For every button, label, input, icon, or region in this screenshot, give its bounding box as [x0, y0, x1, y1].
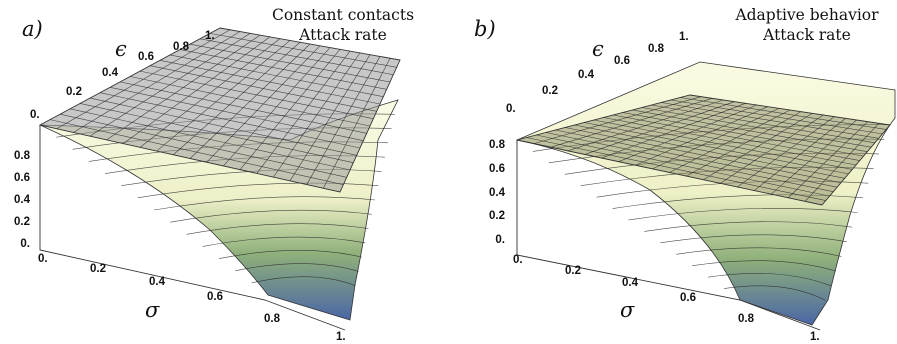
panel-a-plane-gridline [289, 54, 371, 181]
panel-a-plane-grid [49, 29, 397, 189]
panel-a-x-tick: 1. [336, 331, 346, 343]
panel-a-plane-gridline [323, 58, 391, 189]
panel-b-z-tick: 0.8 [489, 139, 506, 151]
panel-a-label: a) [22, 17, 43, 41]
panel-b-axis-edges [516, 140, 821, 331]
panel-a-surface-wire [235, 263, 359, 272]
panel-b-z-tick: 0.6 [489, 163, 505, 175]
panel-b-surface-wire [628, 207, 858, 221]
panel-b-x-tick: 0.4 [622, 277, 639, 289]
panel-a-surface-wire [251, 276, 356, 286]
panel-a-x-tick: 0.2 [90, 263, 106, 275]
panel-a-surface-wire [153, 196, 376, 211]
panel-b-x-tick: 0.8 [738, 313, 755, 325]
panel-a-plane-gridline [306, 56, 381, 185]
panel-b-surface-wire [676, 247, 842, 257]
panel-a-x-tick: 0.4 [149, 276, 166, 288]
panel-b-y-tick: 0.2 [542, 85, 558, 97]
panel-a-surface-wire [186, 223, 369, 235]
panel-b-surface-wire [692, 260, 837, 272]
panel-a-z-tick: 0. [20, 238, 30, 250]
panel-b-x-tick: 0. [513, 254, 523, 266]
panel-b-x-axis-symbol: σ [620, 298, 635, 322]
panel-b-title-line2: Attack rate [762, 26, 851, 44]
panel-a-surface-wire [202, 236, 366, 247]
panel-b-plane-gridline [680, 97, 887, 130]
panel-b-plane-gridline [787, 121, 868, 198]
panel-b-z-tick: 0.4 [489, 187, 506, 199]
panel-b-x-tick: 0.6 [680, 292, 696, 304]
panel-a-surface-wire [137, 182, 379, 199]
panel-a-y-tick: 0.4 [102, 67, 119, 79]
panel-a-y-tick: 0. [30, 109, 40, 121]
panel-b-surface-wire [660, 234, 847, 244]
panel-b-plane-gridline [804, 123, 880, 202]
panel-a-y-tick: 1. [205, 30, 215, 42]
panel-b-x-tick: 1. [810, 331, 820, 343]
panel-a-plane-gridline [209, 33, 397, 68]
panel-a-z-tick: 0.2 [14, 216, 30, 228]
panel-a-x-tick: 0. [38, 253, 48, 265]
panel-a: a) Constant contacts Attack rate 0.8 0.6… [14, 6, 414, 343]
panel-b-z-tick: 0. [495, 234, 505, 246]
panel-b-y-tick: 1. [679, 31, 689, 43]
panel-a-title-line2: Attack rate [298, 26, 387, 44]
panel-b-x-tick: 0.2 [565, 265, 581, 277]
panel-a-surface-wire [170, 209, 372, 223]
panel-b-plane-grid [526, 96, 887, 202]
panel-a-z-tick: 0.8 [14, 150, 31, 162]
panel-a-x-tick: 0.8 [264, 313, 281, 325]
panel-a-title-line1: Constant contacts [272, 6, 414, 24]
panel-b-surface-wire [612, 194, 863, 209]
panel-a-axis-edges [39, 125, 346, 331]
panel-b: b) Adaptive behavior Attack rate 0.8 0.6… [474, 6, 896, 343]
panel-a-z-tick: 0.6 [14, 172, 30, 184]
panel-b-y-tick: 0.4 [578, 69, 595, 81]
panel-a-x-tick: 0.6 [207, 291, 223, 303]
panel-b-y-axis-symbol: ϵ [592, 37, 604, 61]
panel-a-y-axis-symbol: ϵ [115, 37, 127, 61]
panel-b-y-tick: 0. [506, 103, 516, 115]
panel-b-surface-wire [644, 221, 853, 232]
panel-a-plane-gridline [199, 38, 394, 75]
panel-b-surface-wire [708, 273, 831, 286]
panel-a-y-tick: 0.2 [66, 86, 82, 98]
panel-b-plane-gridline [770, 119, 857, 195]
panel-b-y-tick: 0.8 [648, 43, 665, 55]
panel-b-y-tick: 0.6 [614, 55, 630, 67]
panel-b-z-tick: 0.2 [489, 210, 505, 222]
panel-a-surface-wire [219, 250, 362, 259]
panel-b-title-line1: Adaptive behavior [734, 6, 879, 24]
panel-b-label: b) [474, 17, 496, 41]
panel-b-surface-wire [724, 285, 826, 301]
panel-a-z-tick: 0.4 [14, 194, 31, 206]
panel-b-plane-gridline [670, 99, 883, 135]
panel-a-y-tick: 0.8 [173, 41, 190, 53]
panel-a-y-tick: 0.6 [138, 51, 154, 63]
panel-a-x-axis-symbol: σ [145, 298, 160, 322]
